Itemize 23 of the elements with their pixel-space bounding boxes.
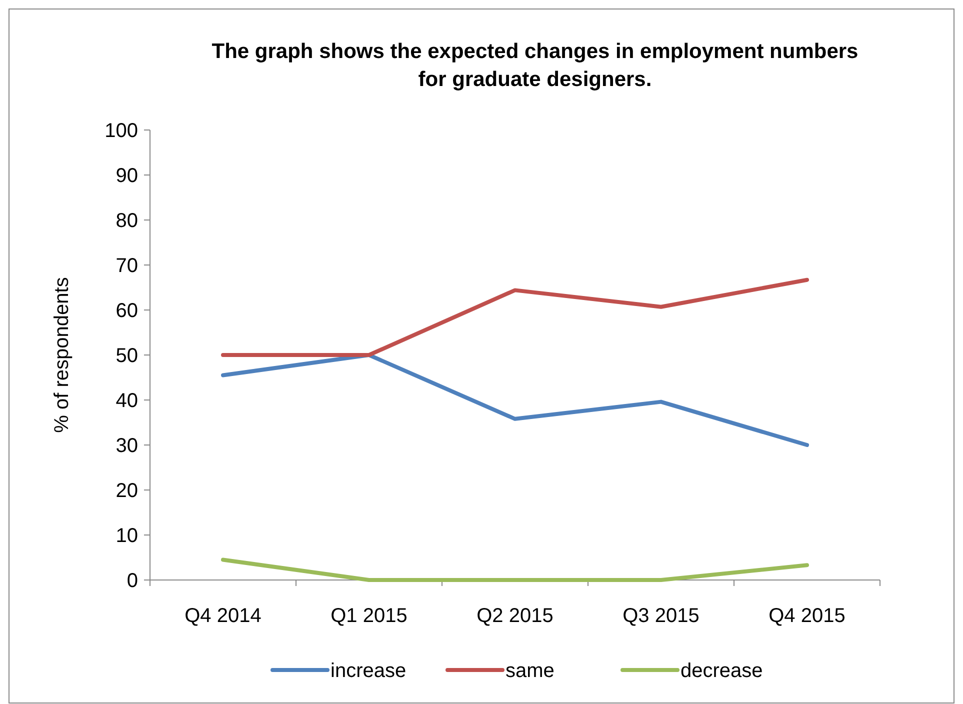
- y-tick-label: 60: [116, 300, 138, 322]
- x-tick-label: Q4 2015: [768, 605, 846, 627]
- x-tick-label: Q2 2015: [476, 605, 554, 627]
- y-tick-label: 50: [116, 345, 138, 367]
- x-tick-label: Q1 2015: [330, 605, 408, 627]
- y-tick-label: 100: [104, 120, 138, 142]
- y-tick-label: 0: [126, 570, 138, 592]
- legend-label: increase: [330, 660, 406, 682]
- x-tick-label: Q3 2015: [622, 605, 700, 627]
- y-tick-label: 20: [116, 480, 138, 502]
- y-tick-label: 90: [116, 165, 138, 187]
- legend-label: decrease: [680, 660, 763, 682]
- x-tick-label: Q4 2014: [184, 605, 262, 627]
- y-tick-label: 70: [116, 255, 138, 277]
- y-tick-label: 40: [116, 390, 138, 412]
- y-tick-label: 10: [116, 525, 138, 547]
- line-series: [221, 278, 809, 357]
- y-tick-label: 30: [116, 435, 138, 457]
- chart-title: The graph shows the expected changes in employment numbers for graduate designers.: [212, 40, 858, 91]
- line-series: [221, 353, 809, 447]
- y-axis-title: % of respondents: [51, 277, 73, 433]
- legend-label: same: [506, 660, 554, 682]
- y-tick-label: 80: [116, 210, 138, 232]
